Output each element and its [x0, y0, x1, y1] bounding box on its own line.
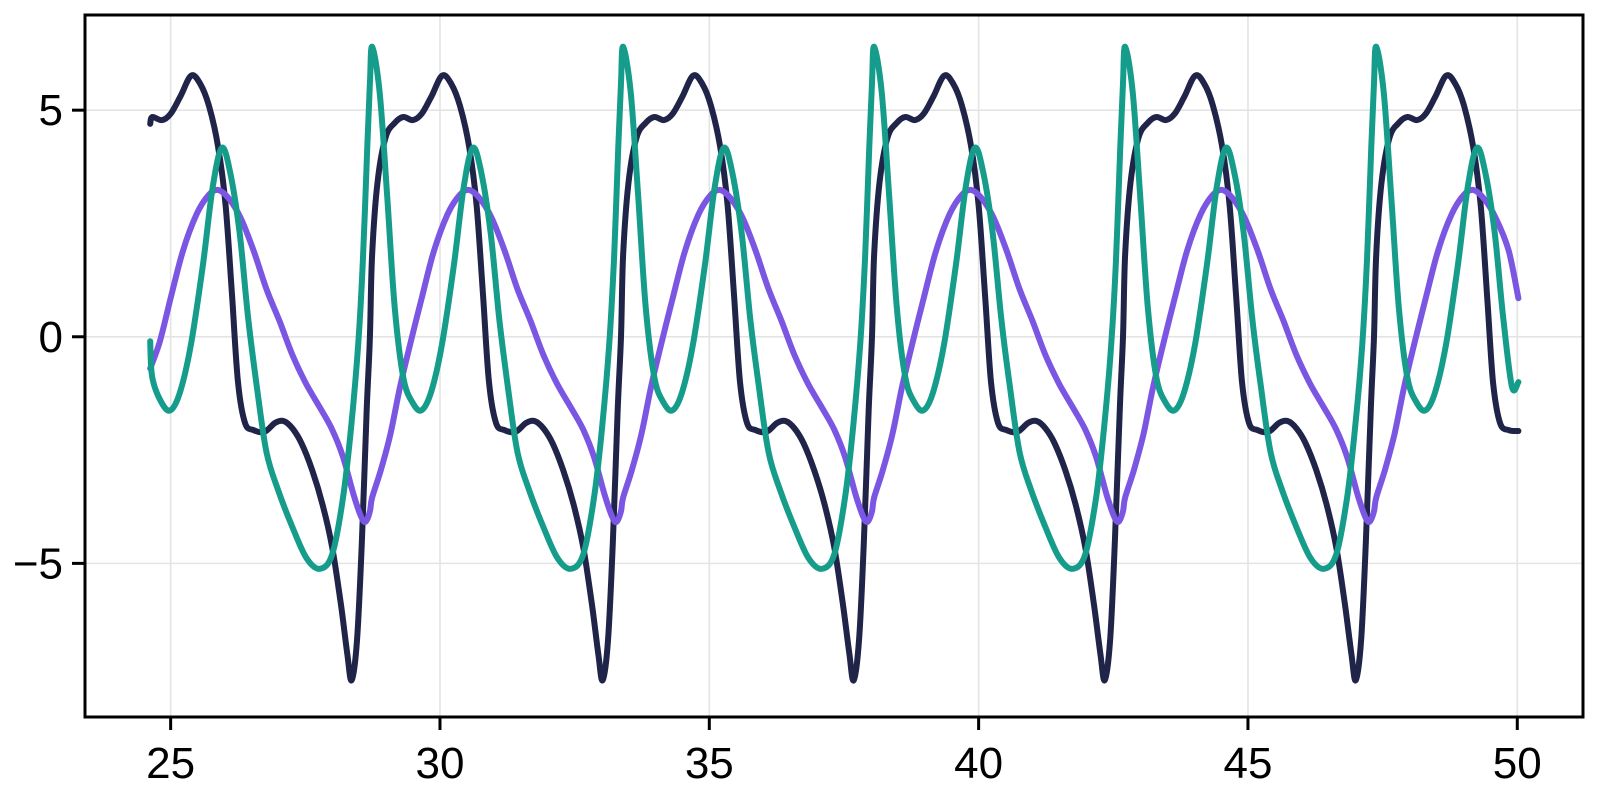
x-tick-label: 35 [685, 739, 734, 788]
axis-frame-layer [83, 13, 1585, 719]
series-teal-line [147, 43, 1522, 572]
series-layer [147, 43, 1522, 684]
x-tick-label: 40 [954, 739, 1003, 788]
series-purple-line [147, 186, 1522, 526]
y-tick-label: −5 [13, 539, 63, 588]
x-tick-label: 30 [415, 739, 464, 788]
y-tick-label: 0 [39, 313, 63, 362]
tick-layer [72, 108, 1519, 730]
tick-label-layer: 25 30 35 40 45 50 −5 0 5 [13, 86, 1542, 788]
plot-frame [83, 13, 1585, 719]
series-navy-line [147, 72, 1522, 684]
x-tick-label: 45 [1223, 739, 1272, 788]
x-tick-label: 50 [1493, 739, 1542, 788]
y-tick-label: 5 [39, 86, 63, 135]
x-tick-label: 25 [146, 739, 195, 788]
